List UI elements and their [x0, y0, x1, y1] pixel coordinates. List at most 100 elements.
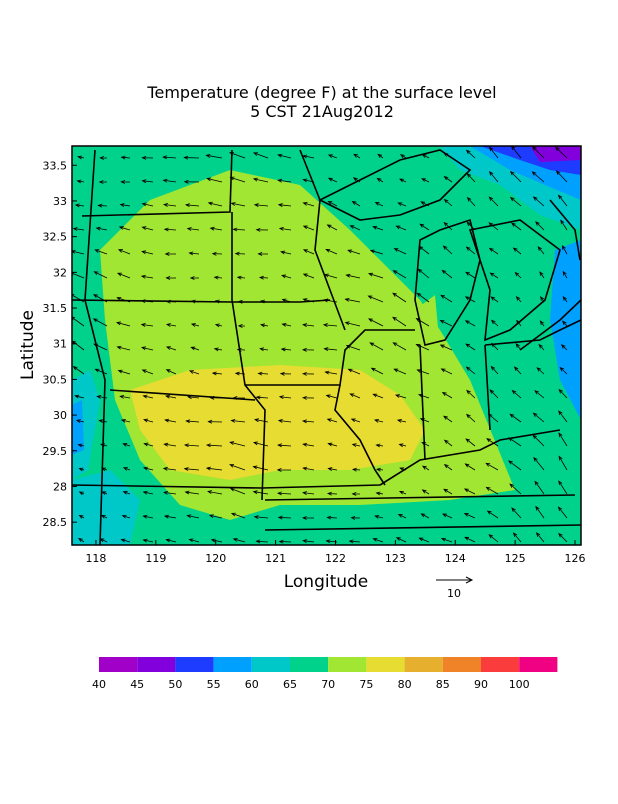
y-tick-label: 32.5	[43, 231, 68, 244]
wind-arrow	[488, 534, 499, 543]
wind-arrow	[140, 323, 154, 327]
wind-arrow	[140, 274, 154, 279]
wind-arrow	[120, 418, 131, 423]
wind-arrow	[509, 483, 522, 495]
y-tick-label: 33.5	[43, 159, 68, 172]
wind-arrow	[393, 248, 407, 255]
wind-arrow	[442, 513, 453, 519]
wind-arrow	[347, 368, 361, 375]
wind-arrow	[375, 467, 384, 472]
wind-arrow	[443, 176, 453, 183]
y-tick-label: 31.5	[43, 302, 68, 315]
y-tick-label: 32	[53, 266, 67, 279]
state-border	[245, 329, 415, 386]
wind-arrow	[252, 465, 269, 471]
contour-region	[72, 400, 84, 455]
wind-arrow	[535, 532, 545, 543]
wind-arrow	[165, 346, 177, 351]
wind-arrow	[163, 442, 177, 447]
wind-arrow	[277, 443, 292, 448]
x-tick-label: 123	[385, 552, 406, 565]
wind-arrow	[511, 222, 522, 231]
wind-arrow	[326, 515, 338, 520]
wind-arrow	[509, 170, 522, 183]
wind-arrow	[184, 490, 200, 495]
wind-arrow	[302, 491, 315, 495]
chart-subtitle: 5 CST 21Aug2012	[250, 102, 394, 121]
wind-arrow	[508, 460, 522, 471]
wind-arrow	[399, 154, 407, 159]
wind-arrow	[489, 272, 499, 279]
state-border	[81, 149, 233, 217]
chart-title: Temperature (degree F) at the surface le…	[146, 83, 496, 102]
wind-arrow	[511, 507, 522, 519]
wind-arrow	[277, 153, 292, 159]
wind-arrow	[120, 180, 131, 184]
lake	[468, 219, 561, 342]
wind-arrow	[116, 345, 131, 351]
wind-arrow	[377, 153, 384, 159]
wind-arrow	[96, 395, 108, 399]
wind-arrow	[514, 271, 522, 279]
wind-arrow	[562, 270, 568, 279]
x-tick-label: 126	[565, 552, 586, 565]
wind-arrow	[326, 418, 338, 423]
wind-arrow	[533, 456, 545, 471]
wind-arrow	[230, 202, 246, 207]
wind-arrow	[257, 371, 269, 376]
wind-arrow	[490, 319, 499, 327]
wind-arrow	[278, 226, 292, 231]
lake	[318, 149, 472, 221]
wind-arrow	[162, 155, 177, 160]
wind-arrow	[302, 273, 315, 279]
wind-arrow	[464, 320, 476, 327]
wind-arrow	[558, 432, 568, 447]
reference-label: 10	[447, 587, 461, 600]
wind-arrow	[277, 203, 292, 207]
wind-arrow	[395, 537, 407, 543]
wind-arrow	[141, 226, 154, 231]
colorbar-label: 85	[436, 678, 450, 691]
colorbar-label: 100	[509, 678, 530, 691]
wind-arrow	[416, 369, 430, 375]
wind-arrow	[558, 480, 568, 495]
colorbar-swatch	[137, 657, 176, 672]
wind-arrow	[165, 276, 177, 280]
wind-arrow	[143, 418, 154, 423]
wind-arrow	[557, 194, 568, 207]
wind-arrow	[322, 323, 338, 327]
wind-arrow	[117, 272, 131, 279]
wind-arrow	[393, 368, 407, 375]
wind-arrow	[276, 491, 292, 496]
wind-arrow	[351, 443, 361, 448]
colorbar-swatch	[290, 657, 329, 672]
wind-arrow	[466, 413, 476, 423]
wind-arrow	[349, 225, 361, 231]
wind-arrow	[327, 442, 338, 447]
contour-region	[550, 240, 581, 420]
wind-arrow	[485, 462, 499, 471]
wind-arrow	[209, 226, 223, 231]
wind-arrow	[206, 177, 223, 183]
wind-arrow	[276, 467, 292, 472]
wind-arrow	[122, 491, 131, 495]
wind-arrow	[232, 227, 246, 232]
wind-arrow	[230, 418, 246, 423]
wind-arrow	[234, 251, 246, 256]
wind-arrow	[441, 269, 453, 279]
wind-arrow	[464, 536, 476, 543]
wind-arrow	[259, 323, 269, 328]
lake	[549, 199, 581, 261]
wind-arrow	[141, 179, 154, 184]
wind-arrow	[205, 154, 223, 159]
state-border	[299, 149, 346, 331]
wind-arrow	[302, 466, 315, 471]
wind-arrow	[115, 321, 131, 327]
wind-arrow	[163, 227, 177, 232]
wind-arrow	[122, 467, 131, 471]
wind-arrow	[392, 342, 407, 351]
wind-arrow	[397, 513, 407, 519]
lake	[519, 299, 581, 351]
wind-arrow	[555, 170, 568, 183]
wind-arrow	[560, 344, 568, 351]
